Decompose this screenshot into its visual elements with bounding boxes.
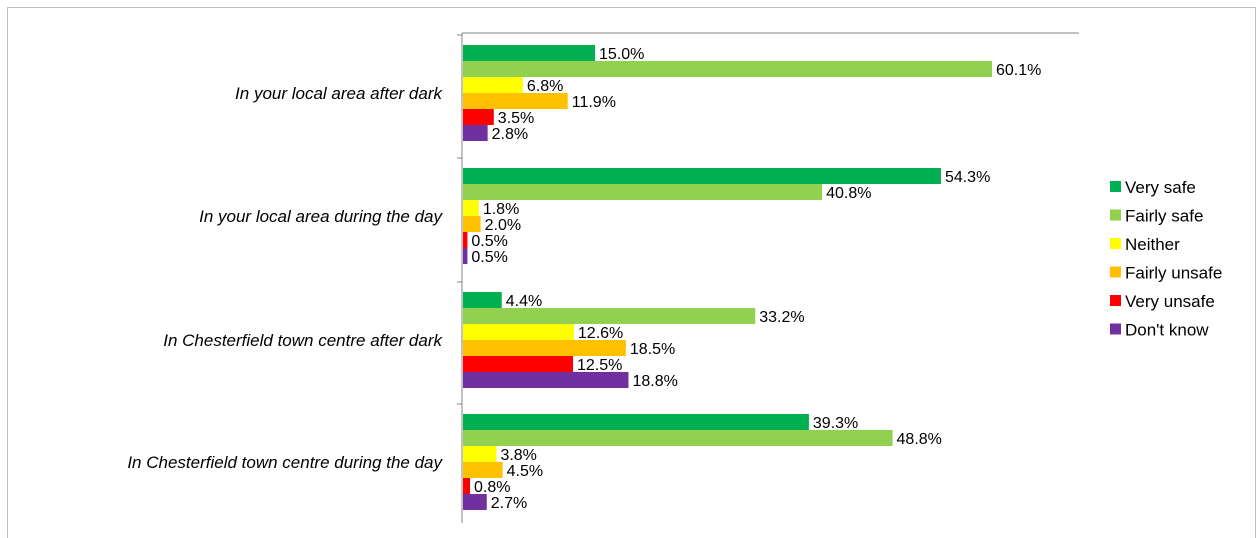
data-label-fairly-safe-in-your-local-area-after-dark: 60.1% bbox=[996, 62, 1041, 79]
bar-fairly-safe-in-chesterfield-town-centre-during-the-day bbox=[463, 430, 893, 446]
data-label-very-safe-in-chesterfield-town-centre-during-the-day: 39.3% bbox=[813, 415, 858, 432]
data-label-fairly-unsafe-in-chesterfield-town-centre-after-dark: 18.5% bbox=[630, 341, 675, 358]
bar-very-unsafe-in-chesterfield-town-centre-after-dark bbox=[463, 356, 574, 372]
bar-don-t-know-in-your-local-area-during-the-day bbox=[463, 248, 468, 264]
legend-label-neither: Neither bbox=[1125, 235, 1180, 254]
bars-layer bbox=[463, 45, 992, 510]
bar-very-unsafe-in-chesterfield-town-centre-during-the-day bbox=[463, 478, 471, 494]
bar-fairly-unsafe-in-chesterfield-town-centre-after-dark bbox=[463, 340, 626, 356]
axis-layer bbox=[457, 32, 1079, 523]
data-label-very-safe-in-your-local-area-after-dark: 15.0% bbox=[599, 46, 644, 63]
data-label-neither-in-chesterfield-town-centre-after-dark: 12.6% bbox=[578, 325, 623, 342]
data-label-very-unsafe-in-your-local-area-during-the-day: 0.5% bbox=[471, 233, 507, 250]
legend: Very safe Fairly safe Neither Fairly unsafe… bbox=[1110, 178, 1222, 340]
category-label-in-chesterfield-town-centre-after-dark: In Chesterfield town centre after dark bbox=[163, 331, 443, 350]
data-label-don-t-know-in-your-local-area-after-dark: 2.8% bbox=[492, 126, 528, 143]
bar-fairly-unsafe-in-chesterfield-town-centre-during-the-day bbox=[463, 462, 503, 478]
chart-frame bbox=[7, 7, 1256, 538]
bar-neither-in-chesterfield-town-centre-during-the-day bbox=[463, 446, 497, 462]
legend-label-very-safe: Very safe bbox=[1125, 178, 1196, 197]
data-label-fairly-safe-in-chesterfield-town-centre-during-the-day: 48.8% bbox=[897, 431, 942, 448]
legend-swatch-fairly-safe bbox=[1110, 209, 1121, 221]
bar-don-t-know-in-chesterfield-town-centre-during-the-day bbox=[463, 494, 487, 510]
legend-swatch-neither bbox=[1110, 238, 1121, 249]
bar-very-unsafe-in-your-local-area-during-the-day bbox=[463, 232, 468, 248]
bar-very-safe-in-your-local-area-after-dark bbox=[463, 45, 596, 61]
bar-very-safe-in-chesterfield-town-centre-after-dark bbox=[463, 292, 502, 308]
bar-fairly-unsafe-in-your-local-area-during-the-day bbox=[463, 216, 481, 232]
legend-swatch-fairly-unsafe bbox=[1110, 266, 1121, 278]
data-label-fairly-unsafe-in-your-local-area-during-the-day: 2.0% bbox=[485, 217, 521, 234]
data-label-very-safe-in-your-local-area-during-the-day: 54.3% bbox=[945, 169, 990, 186]
bar-very-safe-in-chesterfield-town-centre-during-the-day bbox=[463, 414, 809, 430]
data-label-don-t-know-in-chesterfield-town-centre-during-the-day: 2.7% bbox=[491, 495, 527, 512]
bar-fairly-safe-in-your-local-area-during-the-day bbox=[463, 184, 823, 200]
bar-don-t-know-in-your-local-area-after-dark bbox=[463, 125, 488, 141]
bar-fairly-unsafe-in-your-local-area-after-dark bbox=[463, 93, 568, 109]
legend-swatch-very-safe bbox=[1110, 181, 1121, 192]
data-label-don-t-know-in-chesterfield-town-centre-after-dark: 18.8% bbox=[632, 373, 677, 390]
data-label-neither-in-chesterfield-town-centre-during-the-day: 3.8% bbox=[500, 447, 536, 464]
category-label-in-chesterfield-town-centre-during-the-day: In Chesterfield town centre during the d… bbox=[127, 453, 443, 472]
legend-swatch-don-t-know bbox=[1110, 323, 1121, 335]
data-label-fairly-unsafe-in-your-local-area-after-dark: 11.9% bbox=[572, 94, 616, 111]
data-label-don-t-know-in-your-local-area-during-the-day: 0.5% bbox=[471, 249, 507, 266]
legend-label-very-unsafe: Very unsafe bbox=[1125, 292, 1215, 311]
legend-label-fairly-unsafe: Fairly unsafe bbox=[1125, 264, 1222, 283]
bar-don-t-know-in-chesterfield-town-centre-after-dark bbox=[463, 372, 629, 388]
bar-fairly-safe-in-chesterfield-town-centre-after-dark bbox=[463, 308, 756, 324]
labels-layer: In your local area after dark 15.0% 60.1% 6… bbox=[127, 46, 1041, 512]
data-label-fairly-safe-in-your-local-area-during-the-day: 40.8% bbox=[826, 185, 871, 202]
bar-neither-in-chesterfield-town-centre-after-dark bbox=[463, 324, 574, 340]
legend-label-don-t-know: Don't know bbox=[1125, 321, 1209, 340]
legend-label-fairly-safe: Fairly safe bbox=[1125, 207, 1203, 226]
bar-neither-in-your-local-area-during-the-day bbox=[463, 200, 479, 216]
category-label-in-your-local-area-during-the-day: In your local area during the day bbox=[199, 207, 443, 226]
data-label-neither-in-your-local-area-during-the-day: 1.8% bbox=[483, 201, 519, 218]
bar-very-unsafe-in-your-local-area-after-dark bbox=[463, 109, 494, 125]
category-label-in-your-local-area-after-dark: In your local area after dark bbox=[235, 84, 443, 103]
bar-very-safe-in-your-local-area-during-the-day bbox=[463, 168, 941, 184]
data-label-very-unsafe-in-chesterfield-town-centre-after-dark: 12.5% bbox=[577, 357, 622, 374]
data-label-very-unsafe-in-chesterfield-town-centre-during-the-day: 0.8% bbox=[474, 479, 510, 496]
data-label-very-safe-in-chesterfield-town-centre-after-dark: 4.4% bbox=[506, 293, 542, 310]
legend-swatch-very-unsafe bbox=[1110, 295, 1121, 306]
data-label-neither-in-your-local-area-after-dark: 6.8% bbox=[527, 78, 563, 95]
data-label-fairly-unsafe-in-chesterfield-town-centre-during-the-day: 4.5% bbox=[507, 463, 543, 480]
bar-fairly-safe-in-your-local-area-after-dark bbox=[463, 61, 992, 77]
data-label-fairly-safe-in-chesterfield-town-centre-after-dark: 33.2% bbox=[759, 309, 804, 326]
data-label-very-unsafe-in-your-local-area-after-dark: 3.5% bbox=[498, 110, 534, 127]
bar-neither-in-your-local-area-after-dark bbox=[463, 77, 523, 93]
